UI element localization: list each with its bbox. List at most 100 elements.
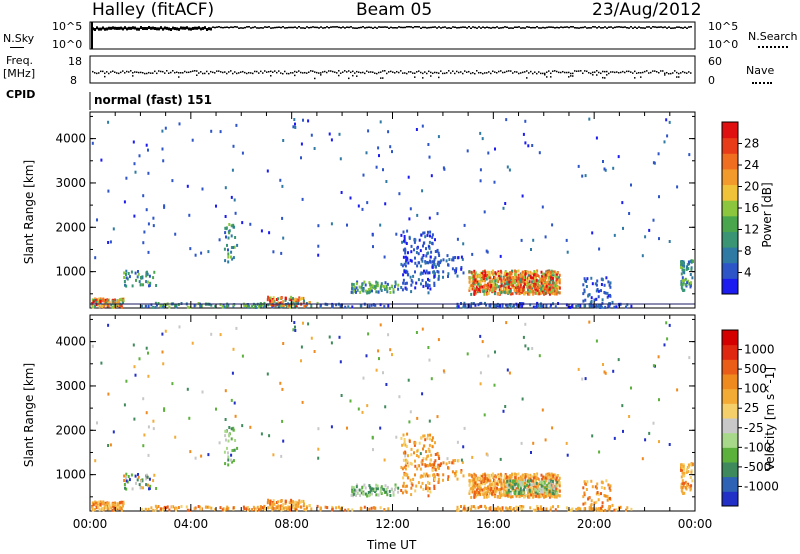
range-cell — [547, 278, 550, 282]
range-cell — [223, 450, 226, 454]
range-cell — [594, 485, 597, 489]
range-cell — [585, 285, 588, 288]
range-cell — [546, 271, 549, 274]
range-cell — [487, 275, 490, 279]
range-cell — [201, 187, 204, 191]
range-cell — [468, 491, 471, 495]
range-cell — [685, 267, 688, 271]
range-cell — [267, 295, 270, 299]
range-cell — [111, 508, 114, 512]
nave-point — [500, 70, 502, 72]
range-cell — [486, 290, 488, 294]
nave-point — [184, 70, 186, 73]
range-cell — [218, 441, 221, 445]
range-cell — [402, 255, 405, 259]
range-cell — [105, 300, 107, 304]
range-cell — [402, 476, 405, 480]
range-cell — [544, 292, 547, 295]
range-cell — [688, 153, 691, 157]
range-cell — [536, 476, 538, 480]
range-cell — [414, 270, 416, 274]
range-cell — [577, 367, 580, 371]
range-cell — [193, 507, 196, 511]
nave-point — [606, 70, 608, 73]
range-cell — [300, 156, 302, 160]
range-cell — [470, 505, 473, 509]
range-cell — [494, 282, 497, 286]
freq-point — [356, 75, 358, 77]
range-cell — [429, 433, 432, 437]
nave-point — [394, 72, 396, 74]
nave-point — [182, 72, 184, 74]
range-cell — [434, 265, 437, 269]
nave-point — [444, 72, 446, 75]
range-cell — [531, 475, 534, 479]
range-cell — [434, 453, 437, 456]
nsky-point — [354, 27, 356, 29]
nave-point — [94, 72, 96, 74]
range-cell — [224, 429, 227, 433]
range-cell — [123, 200, 126, 204]
range-cell — [539, 508, 542, 511]
range-cell — [474, 481, 477, 485]
range-cell — [292, 328, 295, 332]
range-cell — [468, 483, 471, 487]
range-cell — [437, 480, 440, 484]
range-cell — [405, 258, 408, 262]
range-cell — [587, 497, 590, 501]
range-cell — [476, 273, 479, 277]
range-cell — [386, 282, 389, 286]
range-cell — [272, 296, 275, 300]
range-cell — [503, 273, 506, 277]
range-cell — [161, 350, 164, 354]
range-cell — [506, 507, 509, 511]
range-cell — [405, 242, 408, 245]
range-cell — [607, 280, 610, 284]
range-cell — [152, 427, 155, 431]
range-cell — [231, 168, 234, 172]
nsky-point — [564, 26, 566, 28]
range-cell — [351, 284, 354, 288]
range-cell — [142, 241, 145, 245]
range-cell — [378, 357, 380, 361]
range-cell — [690, 463, 693, 467]
range-cell — [330, 222, 333, 226]
range-cell — [527, 491, 529, 495]
range-cell — [680, 272, 683, 276]
range-cell — [530, 276, 533, 280]
nsky-point — [114, 26, 116, 30]
range-cell — [526, 276, 529, 280]
nsky-point — [586, 27, 588, 29]
range-cell — [383, 255, 386, 259]
range-cell — [583, 277, 586, 281]
nave-point — [156, 72, 158, 75]
range-cell — [352, 492, 355, 496]
range-cell — [472, 486, 475, 490]
nsky-point — [294, 26, 296, 28]
range-cell — [281, 184, 284, 188]
range-cell — [479, 280, 482, 284]
colorbar-swatch — [722, 330, 738, 346]
nave-point — [378, 71, 380, 74]
range-cell — [526, 487, 529, 491]
range-cell — [437, 260, 440, 264]
colorbar-swatch — [722, 447, 738, 463]
nave-point — [210, 70, 212, 73]
range-cell — [319, 303, 322, 307]
range-cell — [410, 493, 413, 497]
range-cell — [125, 476, 127, 479]
range-cell — [514, 482, 516, 486]
range-cell — [522, 335, 525, 339]
range-cell — [481, 488, 484, 492]
range-cell — [142, 444, 145, 448]
range-cell — [180, 505, 183, 508]
range-cell — [385, 487, 388, 491]
nsky-point — [118, 26, 120, 30]
colorbar-swatch — [722, 278, 738, 295]
range-cell — [526, 474, 529, 478]
range-cell — [137, 272, 140, 276]
nave-point — [578, 70, 580, 72]
range-cell — [404, 270, 407, 274]
range-cell — [543, 290, 546, 294]
range-cell — [492, 484, 495, 488]
